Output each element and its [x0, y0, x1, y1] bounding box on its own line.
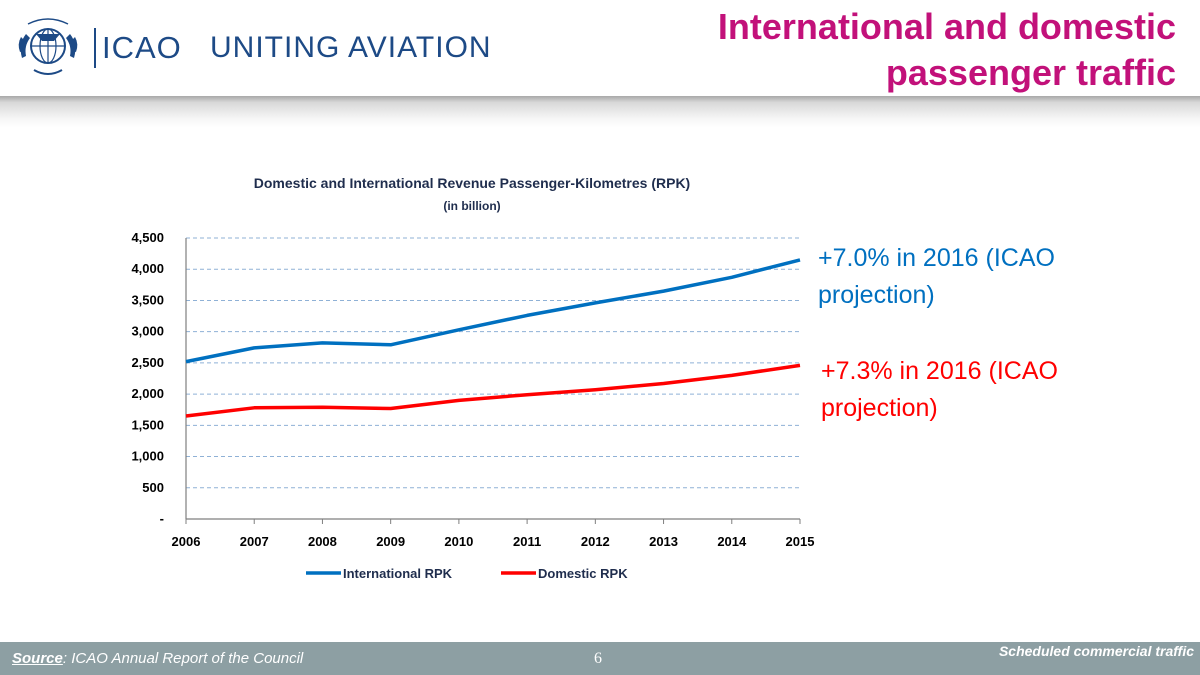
chart-title: Domestic and International Revenue Passe… — [254, 175, 690, 191]
y-tick-label: 1,500 — [131, 417, 164, 432]
x-tick-label: 2008 — [308, 534, 337, 549]
y-tick-label: 4,000 — [131, 261, 164, 276]
legend-label: Domestic RPK — [538, 566, 628, 581]
y-tick-label: 4,500 — [131, 230, 164, 245]
y-tick-label: 500 — [142, 480, 164, 495]
x-tick-label: 2013 — [649, 534, 678, 549]
y-tick-label: - — [160, 511, 164, 526]
y-tick-label: 2,000 — [131, 386, 164, 401]
slide-title: International and domestic passenger tra… — [718, 4, 1176, 96]
footer-source: Source: ICAO Annual Report of the Counci… — [12, 650, 303, 667]
header: ICAO UNITING AVIATION International and … — [0, 0, 1200, 98]
org-tagline: UNITING AVIATION — [210, 31, 492, 64]
y-tick-label: 2,500 — [131, 355, 164, 370]
international-growth-annotation: +7.0% in 2016 (ICAO projection) — [818, 244, 1055, 309]
y-tick-label: 3,000 — [131, 324, 164, 339]
slide-title-line2: passenger traffic — [885, 52, 1176, 93]
source-text: : ICAO Annual Report of the Council — [62, 650, 304, 667]
x-tick-label: 2010 — [444, 534, 473, 549]
chart-area: Domestic and International Revenue Passe… — [0, 160, 1200, 600]
domestic-rpk-line — [185, 363, 801, 418]
domestic-growth-annotation: +7.3% in 2016 (ICAO projection) — [821, 357, 1058, 422]
x-tick-label: 2007 — [240, 534, 269, 549]
x-tick-label: 2009 — [376, 534, 405, 549]
x-tick-label: 2012 — [581, 534, 610, 549]
icao-emblem-icon — [18, 18, 78, 75]
x-tick-label: 2014 — [717, 534, 747, 549]
logo-divider — [94, 28, 96, 68]
footer: Source: ICAO Annual Report of the Counci… — [0, 642, 1200, 675]
page-number: 6 — [594, 650, 602, 667]
header-shadow — [0, 96, 1200, 128]
y-tick-label: 1,000 — [131, 449, 164, 464]
y-tick-label: 3,500 — [131, 292, 164, 307]
org-name: ICAO — [102, 30, 182, 65]
slide-title-line1: International and domestic — [717, 6, 1176, 47]
international-rpk-line — [185, 258, 801, 364]
traffic-note: Scheduled commercial traffic — [998, 643, 1194, 659]
source-label: Source — [12, 650, 63, 667]
x-tick-label: 2011 — [513, 534, 541, 549]
rpk-line-chart: Domestic and International Revenue Passe… — [131, 175, 815, 581]
chart-subtitle: (in billion) — [443, 199, 500, 213]
x-tick-label: 2006 — [172, 534, 201, 549]
legend-label: International RPK — [343, 566, 453, 581]
x-tick-label: 2015 — [786, 534, 815, 549]
